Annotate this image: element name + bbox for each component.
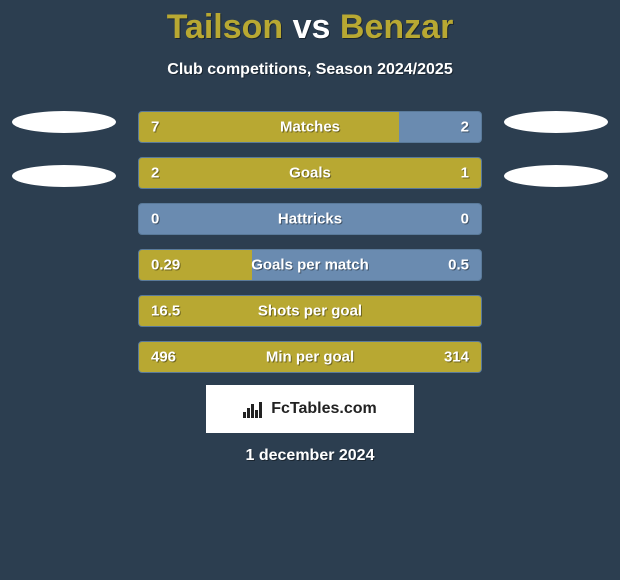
stat-bar: 0 Hattricks 0 <box>138 203 482 235</box>
stat-value-left: 7 <box>151 119 159 136</box>
stat-label: Shots per goal <box>258 303 362 320</box>
stat-bar: 16.5 Shots per goal <box>138 295 482 327</box>
title-player-left: Tailson <box>167 8 284 46</box>
watermark-text: FcTables.com <box>271 400 377 418</box>
stat-label: Matches <box>280 119 340 136</box>
title-vs: vs <box>293 8 331 46</box>
stat-value-left: 2 <box>151 165 159 182</box>
stat-value-left: 16.5 <box>151 303 180 320</box>
left-avatar-column <box>4 111 124 187</box>
player-avatar-right <box>504 111 608 133</box>
stat-bar: 0.29 Goals per match 0.5 <box>138 249 482 281</box>
title-player-right: Benzar <box>340 8 453 46</box>
subtitle: Club competitions, Season 2024/2025 <box>0 61 620 79</box>
stat-value-left: 0.29 <box>151 257 180 274</box>
right-avatar-column <box>496 111 616 187</box>
page-title: Tailson vs Benzar <box>0 0 620 47</box>
stat-value-left: 496 <box>151 349 176 366</box>
stat-value-right: 1 <box>461 165 469 182</box>
stat-bar: 2 Goals 1 <box>138 157 482 189</box>
stat-label: Goals per match <box>251 257 369 274</box>
stat-bar-fill <box>139 112 399 142</box>
stat-label: Min per goal <box>266 349 354 366</box>
footer-date: 1 december 2024 <box>0 447 620 465</box>
club-badge-left <box>12 165 116 187</box>
stat-bars: 7 Matches 2 2 Goals 1 0 Hattricks 0 0.29 Goals per… <box>138 111 482 373</box>
stat-value-right: 2 <box>461 119 469 136</box>
bar-chart-icon <box>243 400 265 418</box>
comparison-infographic: Tailson vs Benzar Club competitions, Sea… <box>0 0 620 580</box>
stat-value-right: 314 <box>444 349 469 366</box>
stat-bar: 496 Min per goal 314 <box>138 341 482 373</box>
stat-label: Hattricks <box>278 211 342 228</box>
content-row: 7 Matches 2 2 Goals 1 0 Hattricks 0 0.29 Goals per… <box>0 111 620 373</box>
player-avatar-left <box>12 111 116 133</box>
stat-value-right: 0.5 <box>448 257 469 274</box>
club-badge-right <box>504 165 608 187</box>
stat-bar: 7 Matches 2 <box>138 111 482 143</box>
stat-value-left: 0 <box>151 211 159 228</box>
stat-label: Goals <box>289 165 331 182</box>
stat-value-right: 0 <box>461 211 469 228</box>
watermark-badge: FcTables.com <box>206 385 414 433</box>
